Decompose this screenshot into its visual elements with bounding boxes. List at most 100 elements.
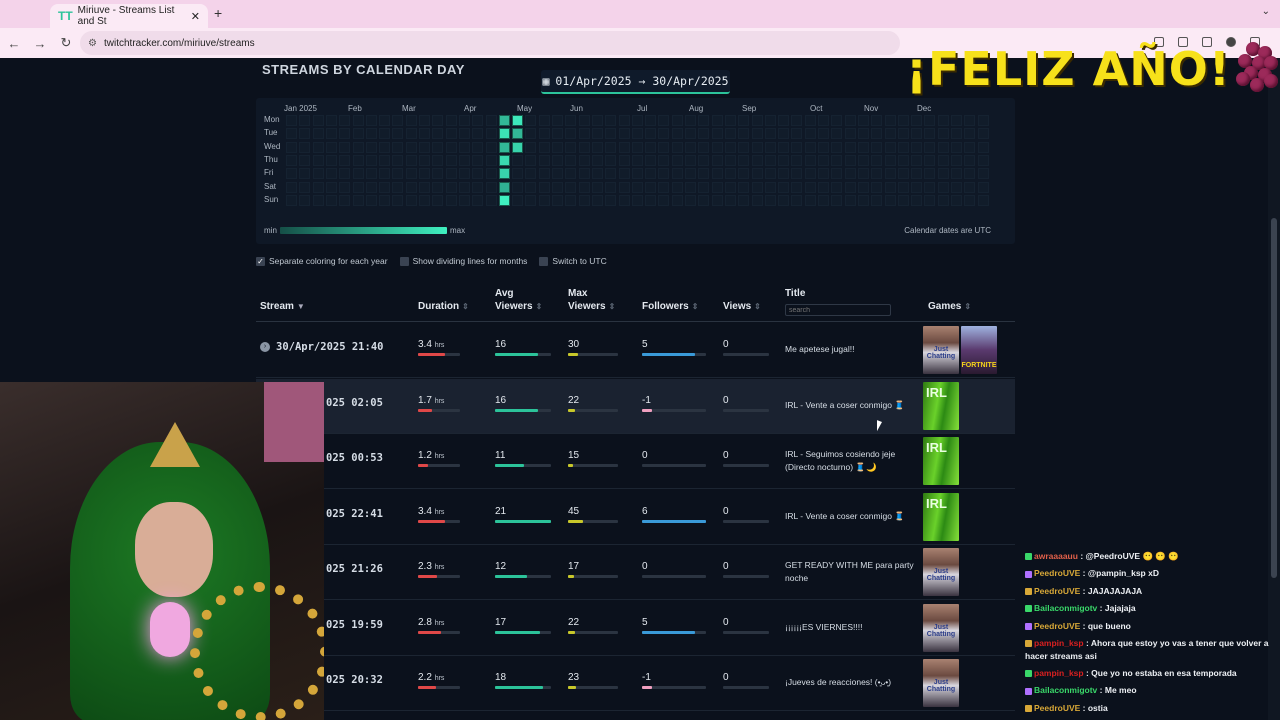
calendar-day-cell[interactable]: [937, 194, 949, 206]
calendar-day-cell[interactable]: [964, 181, 976, 193]
calendar-day-cell[interactable]: [525, 141, 537, 153]
calendar-day-cell[interactable]: [552, 194, 563, 206]
calendar-day-cell[interactable]: [831, 115, 843, 126]
calendar-day-cell[interactable]: [392, 128, 404, 140]
calendar-day-cell[interactable]: [924, 181, 936, 193]
calendar-day-cell[interactable]: [498, 115, 510, 126]
calendar-day-cell[interactable]: [392, 168, 404, 180]
calendar-day-cell[interactable]: [764, 168, 776, 180]
calendar-day-cell[interactable]: [964, 194, 976, 206]
calendar-day-cell[interactable]: [458, 128, 470, 140]
calendar-day-cell[interactable]: [458, 115, 470, 126]
calendar-day-cell[interactable]: [538, 128, 550, 140]
calendar-day-cell[interactable]: [951, 168, 962, 180]
calendar-day-cell[interactable]: [844, 128, 856, 140]
calendar-day-cell[interactable]: [325, 154, 337, 166]
calendar-day-cell[interactable]: [299, 154, 311, 166]
calendar-day-cell[interactable]: [751, 115, 763, 126]
close-tab-icon[interactable]: ✕: [190, 10, 200, 23]
calendar-day-cell[interactable]: [605, 181, 617, 193]
calendar-day-cell[interactable]: [485, 168, 497, 180]
calendar-day-cell[interactable]: [512, 141, 524, 153]
calendar-day-cell[interactable]: [538, 168, 550, 180]
calendar-day-cell[interactable]: [325, 115, 337, 126]
calendar-day-cell[interactable]: [405, 194, 417, 206]
calendar-day-cell[interactable]: [897, 128, 909, 140]
calendar-day-cell[interactable]: [485, 128, 497, 140]
calendar-day-cell[interactable]: [977, 141, 989, 153]
calendar-day-cell[interactable]: [525, 181, 537, 193]
calendar-day-cell[interactable]: [325, 128, 337, 140]
calendar-day-cell[interactable]: [818, 141, 829, 153]
calendar-day-cell[interactable]: [685, 168, 696, 180]
calendar-day-cell[interactable]: [631, 141, 643, 153]
page-scrollbar[interactable]: [1268, 58, 1280, 720]
calendar-day-cell[interactable]: [951, 128, 962, 140]
calendar-day-cell[interactable]: [352, 141, 364, 153]
calendar-day-cell[interactable]: [685, 154, 696, 166]
calendar-day-cell[interactable]: [405, 154, 417, 166]
calendar-day-cell[interactable]: [804, 141, 816, 153]
calendar-day-cell[interactable]: [405, 168, 417, 180]
calendar-day-cell[interactable]: [419, 141, 430, 153]
calendar-day-cell[interactable]: [857, 128, 869, 140]
calendar-day-cell[interactable]: [286, 141, 297, 153]
game-thumbnail-jc[interactable]: Just Chatting: [923, 548, 959, 596]
calendar-day-cell[interactable]: [498, 194, 510, 206]
calendar-day-cell[interactable]: [525, 128, 537, 140]
calendar-day-cell[interactable]: [857, 194, 869, 206]
calendar-day-cell[interactable]: [884, 141, 896, 153]
chat-username[interactable]: Bailaconmigotv: [1034, 685, 1098, 696]
calendar-day-cell[interactable]: [565, 154, 577, 166]
calendar-day-cell[interactable]: [645, 154, 657, 166]
calendar-day-cell[interactable]: [724, 128, 736, 140]
calendar-day-cell[interactable]: [911, 115, 923, 126]
calendar-day-cell[interactable]: [312, 141, 324, 153]
calendar-day-cell[interactable]: [339, 115, 351, 126]
calendar-day-cell[interactable]: [658, 181, 670, 193]
calendar-day-cell[interactable]: [764, 141, 776, 153]
calendar-day-cell[interactable]: [871, 154, 883, 166]
calendar-day-cell[interactable]: [818, 115, 829, 126]
calendar-day-cell[interactable]: [618, 154, 630, 166]
calendar-day-cell[interactable]: [645, 168, 657, 180]
bookmark-star-icon[interactable]: [1178, 37, 1188, 47]
calendar-day-cell[interactable]: [299, 168, 311, 180]
calendar-day-cell[interactable]: [419, 181, 430, 193]
calendar-day-cell[interactable]: [512, 154, 524, 166]
calendar-day-cell[interactable]: [591, 194, 603, 206]
calendar-day-cell[interactable]: [764, 128, 776, 140]
media-icon[interactable]: [1202, 37, 1212, 47]
calendar-day-cell[interactable]: [286, 115, 297, 126]
calendar-day-cell[interactable]: [977, 168, 989, 180]
calendar-day-cell[interactable]: [738, 141, 750, 153]
calendar-day-cell[interactable]: [685, 115, 696, 126]
calendar-day-cell[interactable]: [578, 154, 590, 166]
calendar-day-cell[interactable]: [485, 181, 497, 193]
calendar-day-cell[interactable]: [924, 141, 936, 153]
calendar-day-cell[interactable]: [498, 168, 510, 180]
calendar-day-cell[interactable]: [685, 194, 696, 206]
calendar-day-cell[interactable]: [884, 154, 896, 166]
calendar-day-cell[interactable]: [884, 115, 896, 126]
calendar-day-cell[interactable]: [591, 154, 603, 166]
header-followers[interactable]: Followers ⇕: [642, 301, 699, 312]
chat-username[interactable]: Bailaconmigotv: [1034, 603, 1098, 614]
calendar-day-cell[interactable]: [339, 194, 351, 206]
calendar-day-cell[interactable]: [631, 128, 643, 140]
calendar-day-cell[interactable]: [698, 168, 710, 180]
checkbox[interactable]: [399, 256, 409, 266]
calendar-day-cell[interactable]: [711, 181, 723, 193]
calendar-day-cell[interactable]: [379, 154, 391, 166]
calendar-day-cell[interactable]: [658, 168, 670, 180]
calendar-day-cell[interactable]: [618, 194, 630, 206]
stream-date-link[interactable]: 025 20:32: [326, 674, 383, 686]
stream-date-link[interactable]: 30/Apr/2025 21:40: [276, 341, 384, 353]
calendar-day-cell[interactable]: [857, 115, 869, 126]
calendar-day-cell[interactable]: [339, 154, 351, 166]
calendar-day-cell[interactable]: [299, 115, 311, 126]
calendar-day-cell[interactable]: [738, 168, 750, 180]
calendar-day-cell[interactable]: [977, 194, 989, 206]
calendar-day-cell[interactable]: [631, 154, 643, 166]
calendar-day-cell[interactable]: [578, 168, 590, 180]
